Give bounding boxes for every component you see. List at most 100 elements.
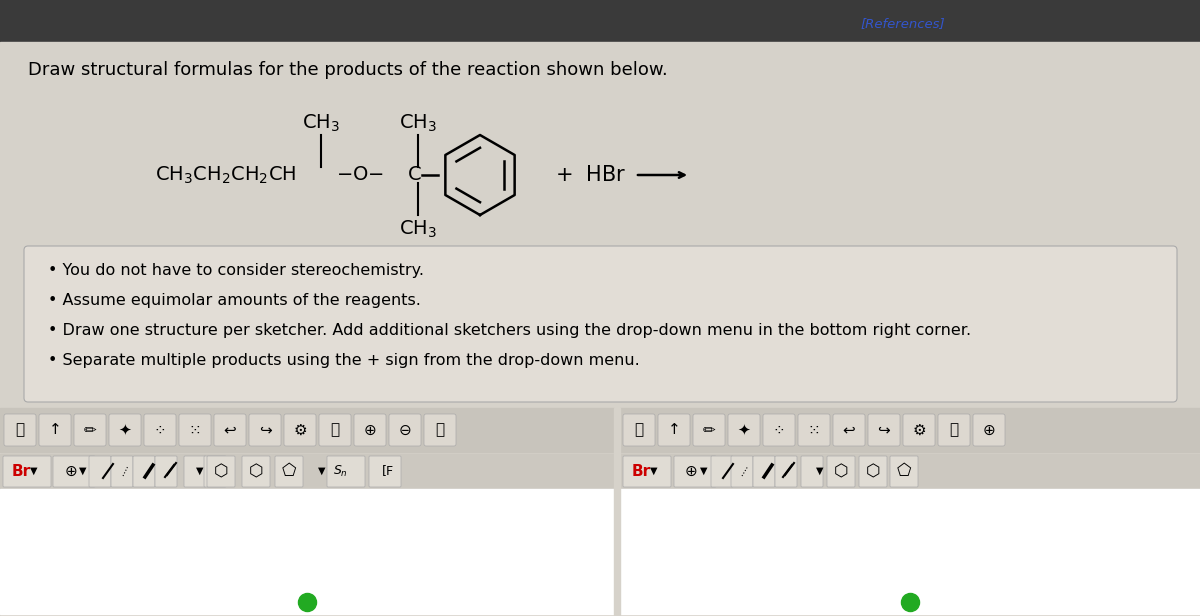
Text: [References]: [References] (860, 17, 944, 31)
Text: • You do not have to consider stereochemistry.: • You do not have to consider stereochem… (48, 262, 424, 277)
FancyBboxPatch shape (389, 414, 421, 446)
FancyBboxPatch shape (326, 456, 365, 487)
FancyBboxPatch shape (179, 414, 211, 446)
FancyBboxPatch shape (827, 456, 854, 487)
Text: ⊕: ⊕ (364, 423, 377, 437)
Text: ✏: ✏ (84, 423, 96, 437)
FancyBboxPatch shape (890, 456, 918, 487)
Text: ▼: ▼ (196, 466, 204, 476)
FancyBboxPatch shape (4, 414, 36, 446)
Text: $\mathregular{CH_3}$: $\mathregular{CH_3}$ (302, 112, 340, 134)
Text: $S_n$: $S_n$ (332, 463, 348, 479)
Text: ↩: ↩ (842, 423, 856, 437)
Text: ▼: ▼ (650, 466, 658, 476)
FancyBboxPatch shape (775, 456, 797, 487)
FancyBboxPatch shape (74, 414, 106, 446)
Text: ⬡: ⬡ (214, 462, 228, 480)
Bar (0, 489, 614, 614)
Text: $\mathregular{CH_3CH_2CH_2CH}$: $\mathregular{CH_3CH_2CH_2CH}$ (155, 164, 296, 185)
FancyBboxPatch shape (214, 414, 246, 446)
FancyBboxPatch shape (319, 414, 352, 446)
Text: • Separate multiple products using the + sign from the drop-down menu.: • Separate multiple products using the +… (48, 352, 640, 368)
Text: $-$O$-$: $-$O$-$ (336, 166, 384, 185)
FancyBboxPatch shape (859, 456, 887, 487)
Text: Draw structural formulas for the products of the reaction shown below.: Draw structural formulas for the product… (28, 61, 667, 79)
FancyBboxPatch shape (710, 456, 733, 487)
Text: 🔗: 🔗 (436, 423, 444, 437)
FancyBboxPatch shape (275, 456, 302, 487)
FancyBboxPatch shape (144, 414, 176, 446)
Text: ↩: ↩ (223, 423, 236, 437)
FancyBboxPatch shape (938, 414, 970, 446)
FancyBboxPatch shape (2, 456, 50, 487)
Text: 📋: 📋 (330, 423, 340, 437)
FancyBboxPatch shape (370, 456, 401, 487)
FancyBboxPatch shape (208, 456, 235, 487)
FancyBboxPatch shape (424, 414, 456, 446)
FancyBboxPatch shape (250, 414, 281, 446)
Text: ▼: ▼ (79, 466, 86, 476)
Text: ⁙: ⁙ (808, 423, 821, 437)
FancyBboxPatch shape (354, 414, 386, 446)
Text: ⊕: ⊕ (65, 463, 78, 479)
Text: C: C (408, 166, 421, 185)
Text: ✦: ✦ (738, 423, 750, 437)
Text: ✏: ✏ (703, 423, 715, 437)
Text: • Draw one structure per sketcher. Add additional sketchers using the drop-down : • Draw one structure per sketcher. Add a… (48, 323, 971, 338)
FancyBboxPatch shape (24, 246, 1177, 402)
Bar (620, 489, 1200, 614)
FancyBboxPatch shape (89, 456, 112, 487)
FancyBboxPatch shape (109, 414, 142, 446)
FancyBboxPatch shape (868, 414, 900, 446)
Bar (0, 454, 614, 489)
FancyBboxPatch shape (133, 456, 155, 487)
Text: ⊕: ⊕ (983, 423, 995, 437)
Text: 🖐: 🖐 (635, 423, 643, 437)
FancyBboxPatch shape (53, 456, 95, 487)
Text: ↑: ↑ (667, 423, 680, 437)
Text: ⁘: ⁘ (773, 423, 785, 437)
Text: ⊕: ⊕ (685, 463, 697, 479)
FancyBboxPatch shape (694, 414, 725, 446)
Text: 📋: 📋 (949, 423, 959, 437)
FancyBboxPatch shape (204, 456, 226, 487)
FancyBboxPatch shape (184, 456, 206, 487)
FancyBboxPatch shape (242, 456, 270, 487)
FancyBboxPatch shape (623, 414, 655, 446)
Bar (620, 454, 1200, 489)
Text: $\mathregular{CH_3}$: $\mathregular{CH_3}$ (398, 218, 437, 240)
FancyBboxPatch shape (754, 456, 775, 487)
FancyBboxPatch shape (904, 414, 935, 446)
Text: ⬡: ⬡ (834, 462, 848, 480)
Text: ⬠: ⬠ (896, 462, 911, 480)
Text: ↪: ↪ (259, 423, 271, 437)
Text: ⚙: ⚙ (293, 423, 307, 437)
FancyBboxPatch shape (623, 456, 671, 487)
Text: ✦: ✦ (119, 423, 131, 437)
Text: $\mathregular{CH_3}$: $\mathregular{CH_3}$ (398, 112, 437, 134)
Bar (620, 408, 1200, 452)
Text: $+$  HBr: $+$ HBr (554, 165, 626, 185)
FancyBboxPatch shape (802, 456, 823, 487)
Text: ▼: ▼ (816, 466, 823, 476)
FancyBboxPatch shape (763, 414, 796, 446)
Bar (0, 408, 614, 452)
Text: 🖐: 🖐 (16, 423, 24, 437)
Text: Br: Br (632, 463, 652, 479)
Text: ↪: ↪ (877, 423, 890, 437)
FancyBboxPatch shape (731, 456, 754, 487)
FancyBboxPatch shape (728, 414, 760, 446)
FancyBboxPatch shape (798, 414, 830, 446)
FancyBboxPatch shape (674, 456, 716, 487)
Text: ▼: ▼ (318, 466, 325, 476)
Text: ⬠: ⬠ (282, 462, 296, 480)
Text: [F: [F (382, 464, 394, 477)
Text: ⊖: ⊖ (398, 423, 412, 437)
Text: ⚙: ⚙ (912, 423, 926, 437)
Text: ⁘: ⁘ (154, 423, 167, 437)
Text: ⁙: ⁙ (188, 423, 202, 437)
Bar (0, 0, 1200, 42)
Text: ▼: ▼ (30, 466, 37, 476)
FancyBboxPatch shape (38, 414, 71, 446)
FancyBboxPatch shape (658, 414, 690, 446)
